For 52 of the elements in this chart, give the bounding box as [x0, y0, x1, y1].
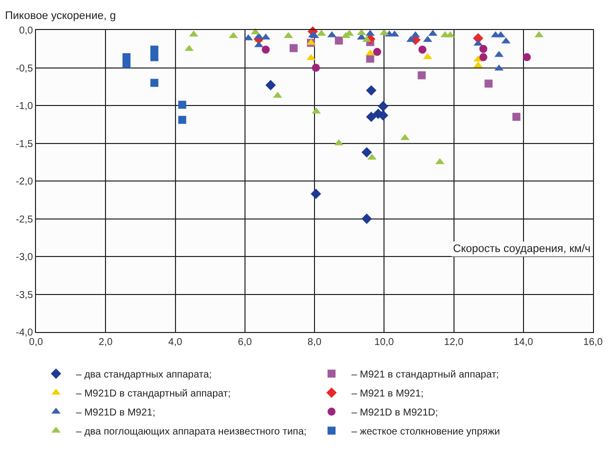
- point: [512, 112, 520, 121]
- legend-label: – M921D в стандартный аппарат;: [76, 388, 231, 400]
- legend-label: – M921 в M921;: [352, 388, 424, 400]
- x-tick-label: 14,0: [514, 337, 534, 348]
- legend-label: – два поглощающих аппарата неизвестного типа;: [76, 426, 307, 438]
- point: [312, 64, 320, 72]
- legend-label: – два стандартных аппарата;: [76, 370, 212, 381]
- point: [362, 214, 372, 224]
- y-tick-label: 0,0: [19, 26, 34, 36]
- x-tick-label: 6,0: [238, 337, 252, 348]
- x-tick-label: 8,0: [308, 337, 322, 348]
- x-tick-label: 12,0: [444, 337, 464, 348]
- legend-label: – M921 в стандартный аппарат;: [352, 370, 499, 381]
- y-tick-label: -4,0: [16, 328, 34, 338]
- x-axis-title: Скорость соударения, км/ч: [453, 243, 591, 255]
- x-tick-label: 10,0: [374, 337, 394, 348]
- point: [310, 188, 322, 200]
- point: [334, 36, 343, 45]
- legend-label: – жесткое столкновение упряжи: [352, 426, 500, 438]
- legend-label: – M921D в M921D;: [352, 408, 438, 419]
- x-tick-label: 16,0: [583, 337, 604, 348]
- point: [522, 53, 531, 62]
- point: [479, 53, 488, 62]
- point: [378, 101, 388, 112]
- y-axis-title: Пиковое ускорение, g: [5, 10, 116, 22]
- point: [290, 44, 298, 52]
- point: [178, 116, 186, 124]
- point: [265, 80, 276, 90]
- point: [262, 46, 270, 54]
- y-tick-label: -2,0: [16, 176, 34, 188]
- point: [418, 71, 426, 80]
- point: [366, 112, 376, 122]
- point: [150, 78, 158, 87]
- legend-label: – M921D в M921;: [76, 408, 156, 419]
- y-tick-label: -1,0: [16, 101, 34, 112]
- point: [150, 53, 158, 62]
- point: [150, 46, 158, 54]
- point: [362, 147, 372, 158]
- point: [373, 48, 382, 56]
- y-tick-label: -3,0: [16, 252, 34, 263]
- x-tick-label: 2,0: [98, 337, 114, 348]
- point: [418, 46, 426, 54]
- x-tick-label: 0,0: [29, 337, 44, 348]
- point: [479, 44, 488, 53]
- point: [366, 85, 376, 96]
- point: [484, 80, 493, 88]
- y-tick-label: -3,5: [16, 290, 34, 301]
- y-tick-label: -0,5: [16, 63, 34, 74]
- point: [178, 100, 186, 109]
- y-tick-label: -1,5: [16, 138, 34, 150]
- y-tick-label: -2,5: [16, 214, 34, 226]
- x-tick-label: 4,0: [168, 337, 183, 348]
